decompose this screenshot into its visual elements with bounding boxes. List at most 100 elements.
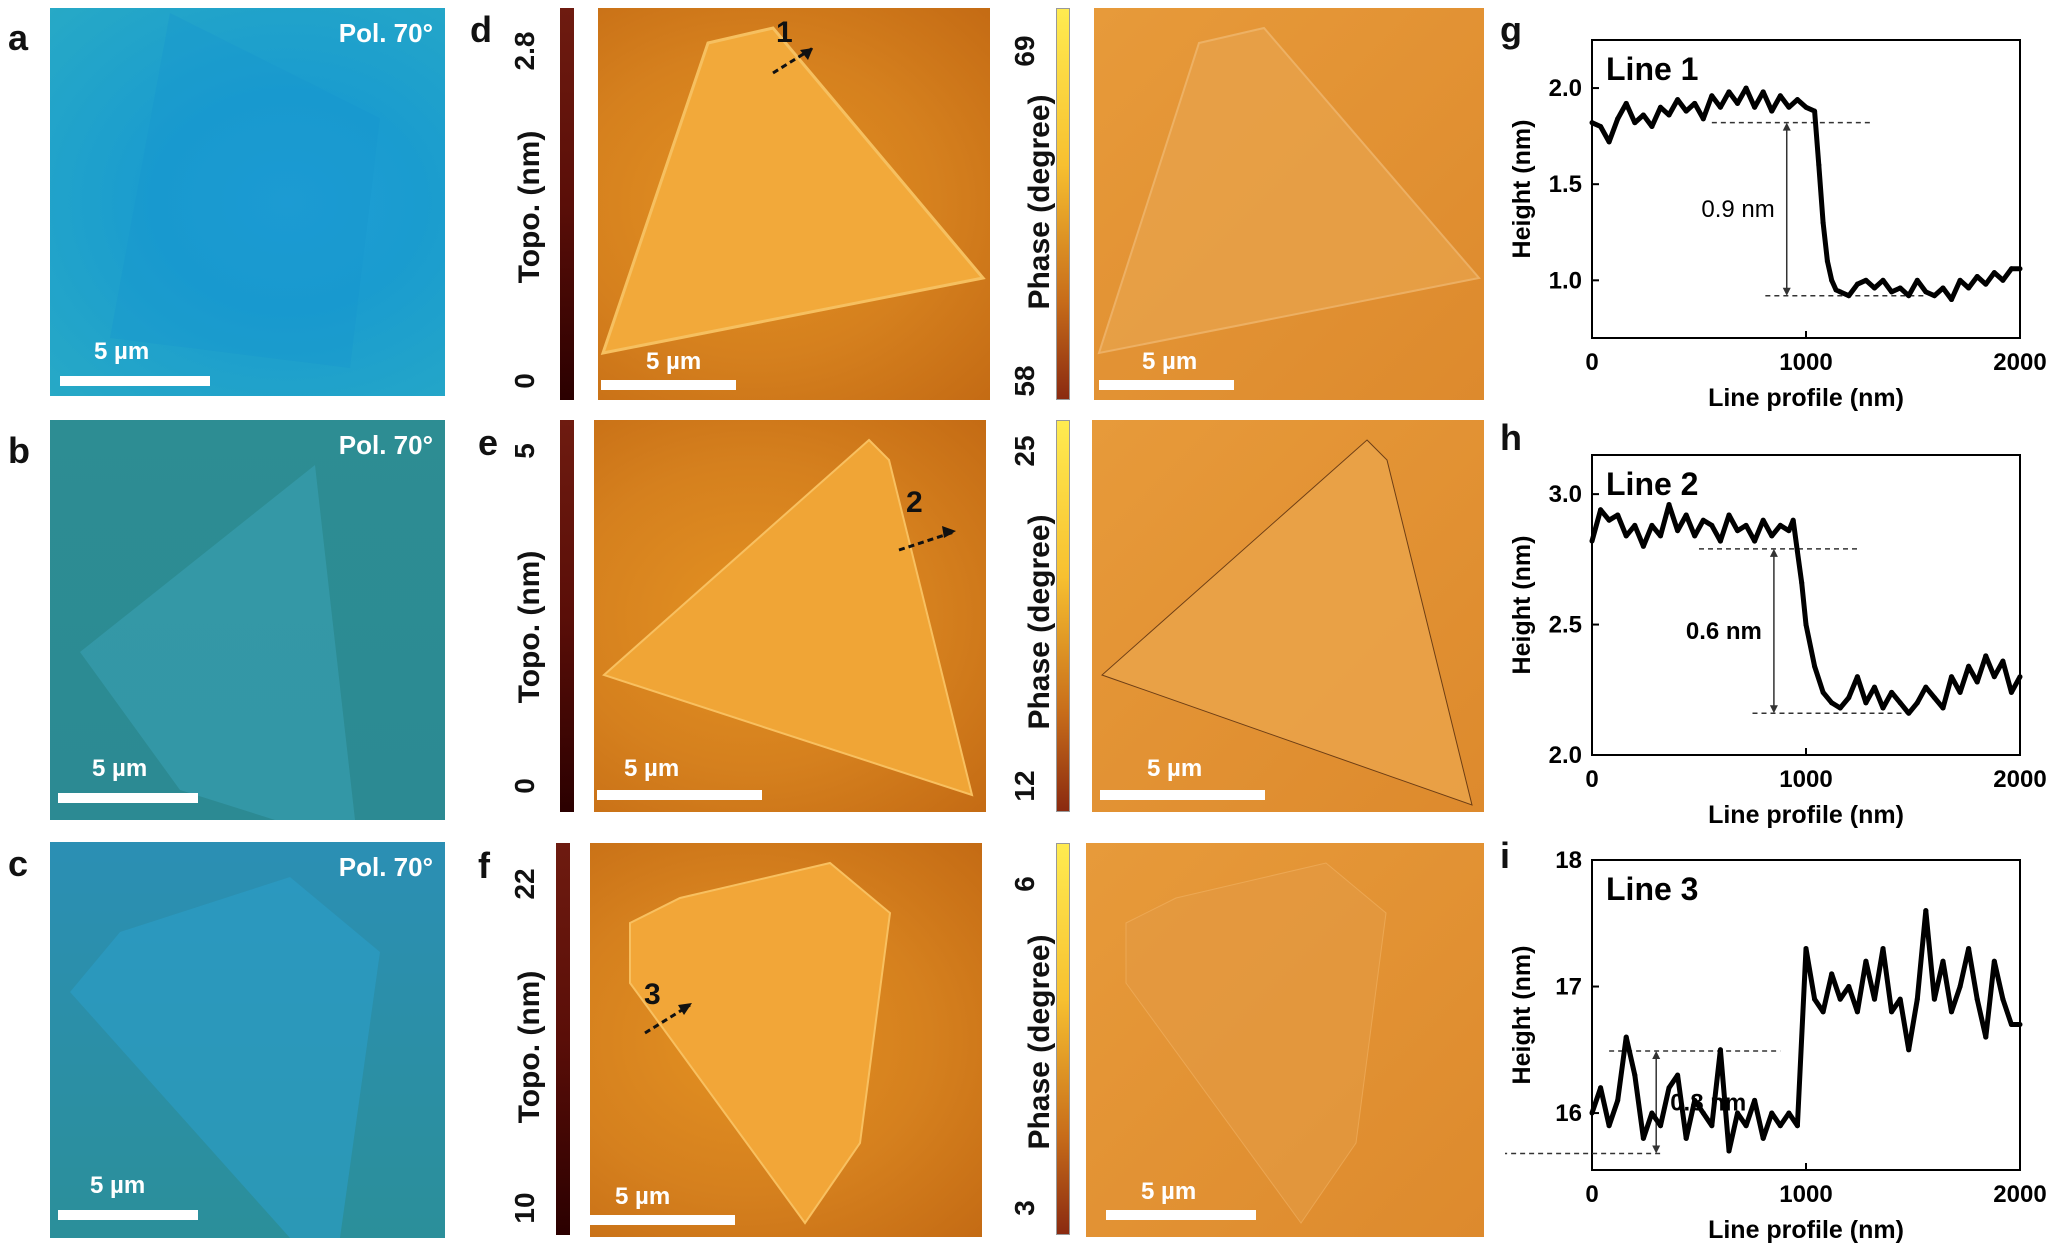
afm-phase-d: 5 µm — [1094, 8, 1484, 400]
profile-line — [1589, 502, 2023, 716]
flake-outline — [110, 13, 380, 368]
x-tick-label: 2000 — [1993, 766, 2046, 793]
profile-point — [1752, 104, 1758, 110]
profile-point — [1863, 958, 1869, 964]
profile-point — [1923, 908, 1929, 914]
x-tick-label: 1000 — [1779, 349, 1832, 376]
profile-point — [1889, 689, 1895, 695]
profile-point — [1735, 528, 1741, 534]
line-marker: 1 — [776, 16, 793, 49]
profile-point — [1829, 700, 1835, 706]
optical-image-b: Pol. 70° 5 µm — [50, 420, 445, 820]
profile-point — [1803, 946, 1809, 952]
profile-point — [1837, 289, 1843, 295]
profile-point — [1820, 220, 1826, 226]
topo-colorbar — [560, 8, 574, 400]
phase-colorbar — [1056, 8, 1070, 400]
profile-point — [1615, 1097, 1621, 1103]
line-marker: 2 — [906, 486, 923, 519]
profile-point — [1889, 1009, 1895, 1015]
afm-phase-e: 5 µm — [1092, 420, 1484, 812]
y-tick-label: 2.5 — [1549, 612, 1582, 639]
panel-label-b: b — [8, 430, 30, 471]
profile-point — [1854, 674, 1860, 680]
x-axis-label: Line profile (nm) — [1708, 1216, 1904, 1244]
profile-point — [1829, 971, 1835, 977]
profile-point — [1700, 116, 1706, 122]
phase-axis-label: Phase (degree) — [1023, 514, 1056, 730]
scale-bar — [601, 380, 736, 390]
scale-bar — [1106, 1210, 1256, 1220]
profile-point — [1709, 93, 1715, 99]
scale-bar-label: 5 µm — [94, 338, 150, 365]
x-tick-label: 0 — [1585, 349, 1598, 376]
profile-point — [1649, 522, 1655, 528]
profile-point — [1923, 684, 1929, 690]
profile-point — [1966, 285, 1972, 291]
afm-phase-f: 5 µm — [1086, 843, 1484, 1237]
profile-point — [1683, 1135, 1689, 1141]
profile-point — [1589, 1110, 1595, 1116]
step-height-label: 0.6 nm — [1686, 618, 1762, 645]
profile-point — [1598, 1085, 1604, 1091]
y-tick-label: 2.0 — [1549, 75, 1582, 102]
profile-point — [1675, 1072, 1681, 1078]
flake-shape — [1101, 439, 1473, 806]
y-tick-label: 18 — [1555, 847, 1582, 874]
phase-colorbar — [1056, 420, 1070, 812]
phase-max-tick: 6 — [1009, 876, 1040, 892]
profile-point — [2017, 674, 2023, 680]
profile-point — [1726, 89, 1732, 95]
profile-point — [1709, 1123, 1715, 1129]
polarization-label: Pol. 70° — [338, 430, 433, 460]
topo-min-tick: 0 — [509, 778, 540, 794]
profile-point — [1606, 139, 1612, 145]
profile-point — [1666, 502, 1672, 508]
topo-axis-label: Topo. (nm) — [513, 970, 546, 1124]
profile-point — [1812, 996, 1818, 1002]
profile-point — [1949, 1009, 1955, 1015]
profile-point — [1769, 108, 1775, 114]
scale-bar — [597, 790, 762, 800]
profile-point — [1786, 104, 1792, 110]
scale-bar-label: 5 µm — [624, 755, 680, 782]
y-tick-label: 3.0 — [1549, 481, 1582, 508]
profile-point — [1957, 277, 1963, 283]
chart-title: Line 1 — [1606, 51, 1698, 87]
phase-min-tick: 3 — [1009, 1200, 1040, 1216]
panel-label-f: f — [478, 845, 490, 886]
scale-bar — [1100, 790, 1265, 800]
chart-title: Line 2 — [1606, 466, 1698, 502]
profile-point — [1675, 97, 1681, 103]
profile-point — [1794, 549, 1800, 555]
profile-point — [1871, 684, 1877, 690]
profile-point — [1820, 1009, 1826, 1015]
step-arrow-head-top — [1769, 548, 1778, 557]
profile-point — [1914, 996, 1920, 1002]
profile-point — [1657, 1123, 1663, 1129]
profile-point — [1897, 285, 1903, 291]
profile-point — [1931, 996, 1937, 1002]
profile-point — [1743, 85, 1749, 91]
profile-point — [1777, 93, 1783, 99]
topo-colorbar — [560, 420, 574, 812]
flake-shape — [1125, 862, 1387, 1224]
topo-axis-label: Topo. (nm) — [513, 550, 546, 704]
step-arrow-head-bottom — [1769, 705, 1778, 714]
profile-point — [1589, 120, 1595, 126]
profile-point — [1897, 700, 1903, 706]
x-tick-label: 0 — [1585, 766, 1598, 793]
profile-point — [1863, 700, 1869, 706]
profile-point — [1940, 705, 1946, 711]
profile-point — [1957, 984, 1963, 990]
profile-point — [1914, 700, 1920, 706]
panel-label-d: d — [470, 9, 492, 50]
topo-colorbar — [556, 843, 570, 1235]
flake-outline — [80, 465, 355, 820]
profile-point — [1846, 984, 1852, 990]
profile-point — [1812, 108, 1818, 114]
profile-point — [1854, 281, 1860, 287]
profile-point — [1632, 522, 1638, 528]
profile-point — [1623, 1034, 1629, 1040]
profile-point — [1640, 1135, 1646, 1141]
